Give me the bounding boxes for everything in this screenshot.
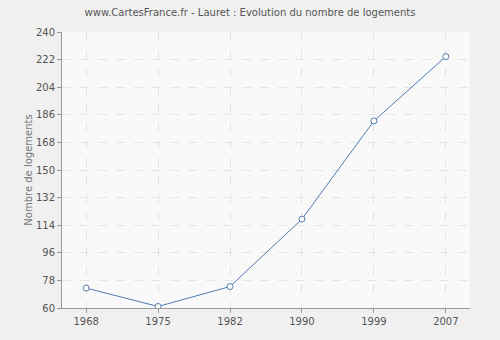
svg-text:www.CartesFrance.fr - Lauret :: www.CartesFrance.fr - Lauret : Evolution… (85, 7, 416, 18)
svg-text:2007: 2007 (433, 316, 458, 327)
svg-text:168: 168 (36, 137, 55, 148)
svg-text:150: 150 (36, 165, 55, 176)
svg-text:1975: 1975 (145, 316, 170, 327)
svg-text:1999: 1999 (361, 316, 386, 327)
svg-text:1990: 1990 (289, 316, 314, 327)
svg-text:60: 60 (42, 303, 55, 314)
svg-text:132: 132 (36, 192, 55, 203)
svg-text:1968: 1968 (73, 316, 98, 327)
svg-text:204: 204 (36, 82, 55, 93)
svg-text:78: 78 (42, 275, 55, 286)
svg-text:186: 186 (36, 109, 55, 120)
svg-text:114: 114 (36, 220, 55, 231)
svg-text:222: 222 (36, 54, 55, 65)
svg-text:96: 96 (42, 247, 55, 258)
svg-text:Nombre de logements: Nombre de logements (23, 114, 34, 225)
svg-text:1982: 1982 (217, 316, 242, 327)
svg-text:240: 240 (36, 27, 55, 38)
